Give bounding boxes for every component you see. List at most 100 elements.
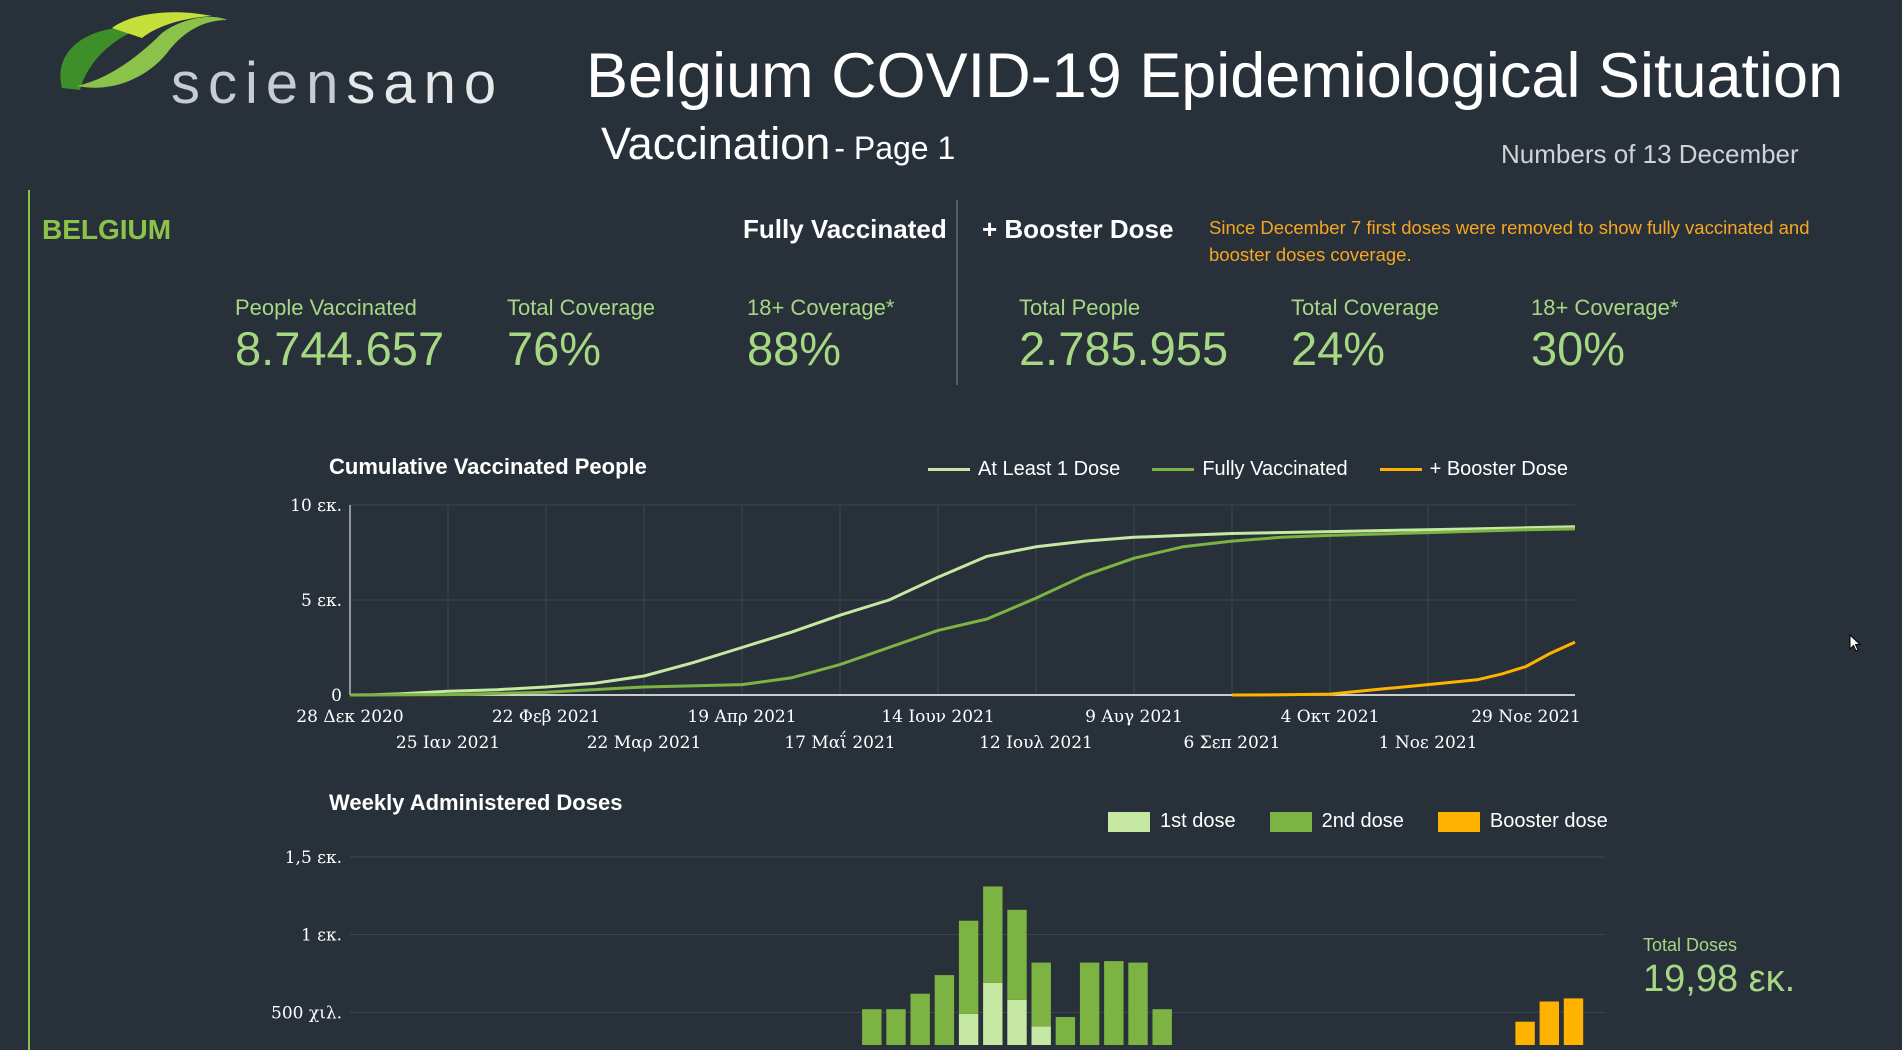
kpi-label: People Vaccinated <box>235 295 417 320</box>
bar-segment <box>1007 909 1027 1000</box>
legend-1st-dose[interactable]: 1st dose <box>1108 810 1236 833</box>
logo-leaf-icon <box>60 12 227 90</box>
series-line <box>349 527 1576 697</box>
bar-segment <box>1515 1021 1535 1045</box>
bar-segment <box>1079 962 1100 1045</box>
legend-label: + Booster Dose <box>1429 458 1568 480</box>
legend-line-icon <box>1379 468 1422 471</box>
weekly-chart-title: Weekly Administered Doses <box>329 790 623 815</box>
legend-label: Fully Vaccinated <box>1202 458 1348 480</box>
x-tick-label: 19 Απρ 2021 <box>687 707 796 727</box>
x-tick-label: 25 Ιαν 2021 <box>396 733 500 753</box>
bar-segment <box>910 993 930 1045</box>
x-tick-label: 28 Δεκ 2020 <box>296 707 403 727</box>
legend-swatch-icon <box>1108 811 1150 832</box>
series-line <box>1231 640 1576 697</box>
bar-segment <box>1539 1001 1559 1045</box>
kpi-value: 8.744.657 <box>235 322 445 375</box>
x-tick-label: 17 Μαΐ 2021 <box>784 730 895 753</box>
legend-fully-vaccinated[interactable]: Fully Vaccinated <box>1152 458 1348 481</box>
bar-segment <box>958 920 979 1014</box>
total-doses-value: 19,98 εκ. <box>1643 958 1796 1000</box>
bar-segment <box>958 1013 979 1045</box>
page-indicator: - Page 1 <box>834 130 956 166</box>
cumulative-vaccinated-chart[interactable]: 0 5 εκ. 10 εκ. 28 Δεκ 2020 25 Ιαν 2021 22 Φεβ… <box>280 490 1600 765</box>
page-subtitle: Vaccination - Page 1 <box>601 118 955 170</box>
kpi-label: Total Coverage <box>507 295 655 320</box>
kpi-value: 30% <box>1531 322 1626 375</box>
y-tick-label: 0 <box>331 686 342 706</box>
bar-segment <box>1128 962 1148 1045</box>
logo-suffix: sano <box>346 51 505 116</box>
bar-segment <box>862 1009 882 1045</box>
left-accent-rule <box>28 190 30 1050</box>
y-tick-label: 10 εκ. <box>290 496 342 516</box>
bar-segment <box>1152 1009 1172 1045</box>
y-tick-label: 5 εκ. <box>301 591 342 611</box>
section-name: Vaccination <box>601 118 831 169</box>
kpi-booster-total-coverage: Total Coverage 24% <box>1291 295 1439 376</box>
legend-at-least-1-dose[interactable]: At Least 1 Dose <box>928 458 1120 481</box>
x-tick-label: 4 Οκτ 2021 <box>1281 707 1380 727</box>
bar-segment <box>1031 1026 1051 1045</box>
bar-segment <box>983 886 1003 983</box>
kpi-value: 2.785.955 <box>1019 322 1229 375</box>
fully-vaccinated-heading: Fully Vaccinated <box>743 214 947 244</box>
bar-segment <box>934 975 955 1045</box>
kpi-label: Total People <box>1019 295 1141 320</box>
x-tick-label: 22 Φεβ 2021 <box>492 707 600 727</box>
logo-prefix: scien <box>171 51 347 116</box>
kpi-value: 76% <box>507 322 602 375</box>
legend-swatch-icon <box>1437 811 1480 832</box>
y-tick-label: 500 χιλ. <box>271 1003 342 1023</box>
logo-wordmark: sciensano <box>171 50 504 117</box>
kpi-label: Total Coverage <box>1291 295 1439 320</box>
x-tick-label: 9 Αυγ 2021 <box>1085 707 1183 727</box>
legend-label: 2nd dose <box>1321 810 1404 832</box>
legend-2nd-dose[interactable]: 2nd dose <box>1269 810 1404 833</box>
legend-booster-dose[interactable]: + Booster Dose <box>1379 458 1568 481</box>
x-tick-label: 12 Ιουλ 2021 <box>979 733 1093 753</box>
x-tick-label: 1 Νοε 2021 <box>1379 733 1478 753</box>
kpi-people-vaccinated: People Vaccinated 8.744.657 <box>235 295 444 376</box>
kpi-total-coverage: Total Coverage 76% <box>507 295 655 376</box>
legend-label: 1st dose <box>1160 810 1236 832</box>
bar-segment <box>1563 998 1584 1045</box>
kpi-label: 18+ Coverage* <box>747 295 895 320</box>
kpi-booster-total-people: Total People 2.785.955 <box>1019 295 1228 376</box>
y-tick-label: 1,5 εκ. <box>285 848 342 868</box>
bar-segment <box>1031 962 1051 1027</box>
x-tick-label: 22 Μαρ 2021 <box>587 733 702 753</box>
mouse-cursor-icon <box>1849 634 1861 652</box>
legend-booster-dose-bar[interactable]: Booster dose <box>1437 810 1608 833</box>
kpi-value: 24% <box>1291 322 1386 375</box>
bar-segment <box>1104 961 1124 1045</box>
country-label: BELGIUM <box>42 214 172 245</box>
total-doses-label: Total Doses <box>1643 935 1738 955</box>
kpi-booster-adult-coverage: 18+ Coverage* 30% <box>1531 295 1678 376</box>
data-date: Numbers of 13 December <box>1501 139 1799 169</box>
kpi-label: 18+ Coverage* <box>1531 295 1679 320</box>
legend-label: Booster dose <box>1489 810 1608 832</box>
section-divider <box>956 200 958 385</box>
booster-note: Since December 7 first doses were remove… <box>1209 217 1810 265</box>
weekly-doses-chart[interactable]: 500 χιλ. 1 εκ. 1,5 εκ. <box>270 845 1610 1045</box>
cumulative-legend: At Least 1 Dose Fully Vaccinated + Boost… <box>928 458 1568 481</box>
legend-swatch-icon <box>1269 811 1312 832</box>
booster-heading: + Booster Dose <box>982 214 1174 244</box>
page-title: Belgium COVID-19 Epidemiological Situati… <box>586 41 1844 111</box>
logo <box>52 8 237 98</box>
bar-segment <box>1055 1017 1076 1045</box>
x-tick-label: 14 Ιουν 2021 <box>881 707 994 727</box>
legend-label: At Least 1 Dose <box>978 458 1121 480</box>
legend-line-icon <box>928 468 970 471</box>
bar-segment <box>886 1009 906 1045</box>
series-line <box>349 525 1576 697</box>
kpi-adult-coverage: 18+ Coverage* 88% <box>747 295 894 376</box>
weekly-legend: 1st dose 2nd dose Booster dose <box>1108 810 1608 833</box>
cumulative-chart-title: Cumulative Vaccinated People <box>329 454 647 479</box>
kpi-value: 88% <box>747 322 842 375</box>
x-tick-label: 6 Σεπ 2021 <box>1184 733 1281 753</box>
legend-line-icon <box>1152 468 1195 471</box>
bar-segment <box>983 982 1003 1045</box>
